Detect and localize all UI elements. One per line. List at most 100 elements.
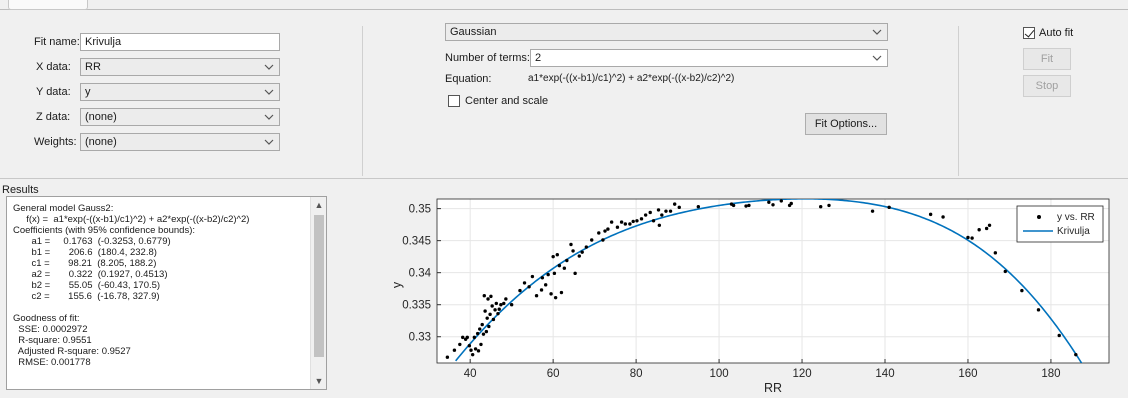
fit-curve [455,199,1083,363]
z-data-label: Z data: [36,111,71,123]
num-terms-select[interactable]: 2 [530,49,888,67]
data-point [651,219,656,223]
results-line: Adjusted R-square: 0.9527 [13,346,131,357]
legend-marker-points [1037,215,1041,219]
data-point [565,258,569,263]
stop-button[interactable]: Stop [1023,75,1071,97]
fit-button[interactable]: Fit [1023,48,1071,70]
data-point [601,238,605,242]
results-line: a2 = 0.322 (0.1927, 0.4513) [13,269,168,280]
data-point [486,297,490,301]
data-point [553,295,558,300]
scroll-down-icon[interactable]: ▼ [314,376,324,386]
x-data-select[interactable]: RR [80,58,280,76]
data-point [987,223,992,227]
data-point [490,304,494,308]
auto-fit-checkbox[interactable] [1023,27,1035,39]
x-tick-label: 80 [630,368,643,380]
data-point [819,204,823,209]
data-point [530,274,535,279]
data-point [635,219,639,223]
legend-label: y vs. RR [1057,212,1095,223]
data-point [615,225,620,229]
z-data-select[interactable]: (none) [80,108,280,126]
fit-chart[interactable]: 40 60 80 100 120 140 160 180 0.33 0.335 0.34 0.345 0… [333,180,1128,398]
center-scale-checkbox[interactable] [448,95,460,107]
results-line: b2 = 55.05 (-60.43, 170.5) [13,280,161,291]
scroll-up-icon[interactable]: ▲ [314,200,324,210]
x-axis-label: RR [764,381,782,395]
legend-box [1016,205,1104,243]
data-point [628,222,632,226]
data-point [549,292,553,296]
data-point [502,301,506,306]
data-point [496,311,500,316]
fit-options-button[interactable]: Fit Options... [805,113,887,135]
y-axis-label: y [390,281,404,288]
results-panel[interactable]: General model Gauss2: f(x) = a1*exp(-((x… [6,196,327,390]
results-line: Coefficients (with 95% confidence bounds… [13,225,196,236]
results-line: Goodness of fit: [13,313,80,324]
data-point [555,253,559,257]
data-point [656,208,661,212]
data-point [597,231,601,235]
tab-fit[interactable] [8,0,88,10]
data-point [623,222,628,226]
z-data-value: (none) [85,111,117,123]
data-point [476,349,481,353]
data-point [970,236,974,240]
equation-text: a1*exp(-((x-b1)/c1)^2) + a2*exp(-((x-b2)… [528,73,735,84]
chevron-down-icon [264,89,274,95]
data-point [478,327,482,331]
fit-name-field[interactable]: Krivulja [80,33,280,51]
data-point [771,203,775,207]
data-point [491,317,496,322]
data-point [481,332,486,336]
data-point [543,283,548,287]
y-data-select[interactable]: y [80,83,280,101]
x-tick-label: 100 [709,368,728,380]
data-point [467,344,472,348]
data-point [603,229,607,233]
data-point [540,276,545,280]
data-point [522,281,527,285]
results-line: b1 = 206.6 (180.4, 232.8) [13,247,157,258]
data-point [677,205,681,210]
data-point [489,294,493,299]
data-point [472,335,477,340]
data-point [580,250,584,254]
weights-select[interactable]: (none) [80,133,280,151]
results-line: a1 = 0.1763 (-0.3253, 0.6779) [13,236,171,247]
weights-label: Weights: [34,136,77,148]
scroll-thumb[interactable] [314,215,324,357]
data-point [619,220,624,224]
plot-panel: 40 60 80 100 120 140 160 180 0.33 0.335 0.34 0.345 0… [333,180,1128,398]
data-point [887,205,891,210]
results-text: General model Gauss2: f(x) = a1*exp(-((x… [13,203,308,368]
data-point [779,199,783,203]
y-data-label: Y data: [36,86,71,98]
data-point [485,316,489,320]
data-point [672,202,677,206]
data-point [657,223,662,227]
data-point [660,213,664,217]
chevron-down-icon [872,55,882,61]
data-point [487,324,491,329]
results-line: c1 = 98.21 (8.205, 188.2) [13,258,157,269]
data-point [562,266,567,270]
num-terms-label: Number of terms: [445,52,530,64]
results-line: f(x) = a1*exp(-((x-b1)/c1)^2) + a2*exp(-… [13,214,250,225]
data-point [499,303,503,307]
data-point [482,294,486,298]
data-point [518,288,522,293]
equation-label: Equation: [445,73,492,85]
data-point [573,271,577,276]
results-scrollbar[interactable]: ▲ ▼ [310,197,326,389]
data-point [546,272,550,277]
results-line: General model Gauss2: [13,203,114,214]
data-point [731,203,736,208]
data-point [941,215,945,219]
fit-type-select[interactable]: Gaussian [445,23,888,41]
data-point [484,329,489,334]
results-line: SSE: 0.0002972 [13,324,88,335]
